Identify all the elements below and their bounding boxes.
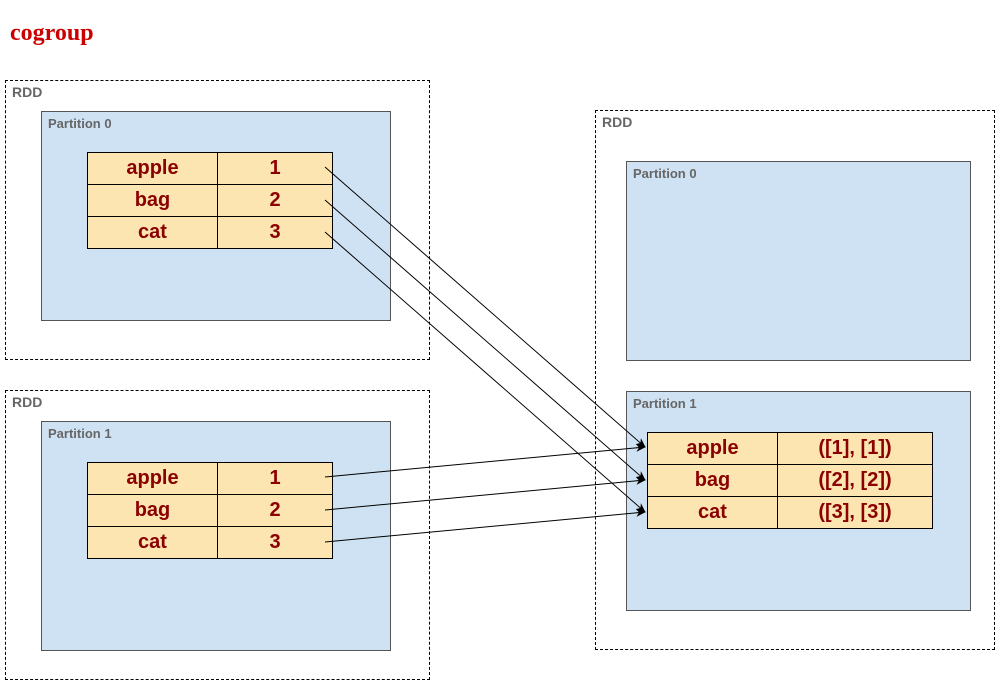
right-partition-1: Partition 1 apple ([1], [1]) bag ([2], [… [626,391,971,611]
cell-val: ([3], [3]) [778,497,933,529]
table-row: apple 1 [88,153,333,185]
cell-key: cat [648,497,778,529]
cell-val: 1 [218,153,333,185]
rdd-label: RDD [602,114,632,130]
left-rdd-0-partition: Partition 0 apple 1 bag 2 cat 3 [41,111,391,321]
partition-label: Partition 1 [633,396,697,411]
left-rdd-0: RDD Partition 0 apple 1 bag 2 cat 3 [5,80,430,360]
table-row: cat 3 [88,527,333,559]
cell-val: 2 [218,185,333,217]
partition-label: Partition 0 [633,166,697,181]
table-row: bag ([2], [2]) [648,465,933,497]
cell-val: ([1], [1]) [778,433,933,465]
kv-table-left-1: apple 1 bag 2 cat 3 [87,462,333,559]
cell-val: 2 [218,495,333,527]
rdd-label: RDD [12,394,42,410]
cell-key: apple [88,463,218,495]
table-row: apple ([1], [1]) [648,433,933,465]
cell-val: 1 [218,463,333,495]
left-rdd-1-partition: Partition 1 apple 1 bag 2 cat 3 [41,421,391,651]
cell-key: bag [88,185,218,217]
kv-table-right: apple ([1], [1]) bag ([2], [2]) cat ([3]… [647,432,933,529]
kv-table-left-0: apple 1 bag 2 cat 3 [87,152,333,249]
table-row: bag 2 [88,495,333,527]
right-partition-0: Partition 0 [626,161,971,361]
cell-key: cat [88,527,218,559]
table-row: cat 3 [88,217,333,249]
cell-key: apple [88,153,218,185]
partition-label: Partition 1 [48,426,112,441]
table-row: bag 2 [88,185,333,217]
partition-label: Partition 0 [48,116,112,131]
left-rdd-1: RDD Partition 1 apple 1 bag 2 cat 3 [5,390,430,680]
cell-val: 3 [218,527,333,559]
cell-key: apple [648,433,778,465]
cell-key: cat [88,217,218,249]
diagram-title: cogroup [10,20,94,47]
cell-val: 3 [218,217,333,249]
cell-key: bag [648,465,778,497]
table-row: cat ([3], [3]) [648,497,933,529]
right-rdd: RDD Partition 0 Partition 1 apple ([1], … [595,110,995,650]
rdd-label: RDD [12,84,42,100]
cell-key: bag [88,495,218,527]
table-row: apple 1 [88,463,333,495]
cell-val: ([2], [2]) [778,465,933,497]
diagram-canvas: cogroup RDD Partition 0 apple 1 bag 2 ca… [0,0,1003,683]
